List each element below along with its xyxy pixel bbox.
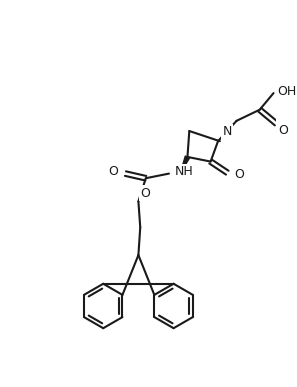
Text: NH: NH — [175, 165, 193, 178]
Text: O: O — [235, 168, 244, 181]
Text: O: O — [278, 123, 288, 137]
Text: N: N — [223, 125, 232, 139]
Text: O: O — [140, 187, 150, 200]
Polygon shape — [180, 156, 189, 174]
Text: O: O — [108, 165, 118, 178]
Text: OH: OH — [277, 85, 296, 98]
